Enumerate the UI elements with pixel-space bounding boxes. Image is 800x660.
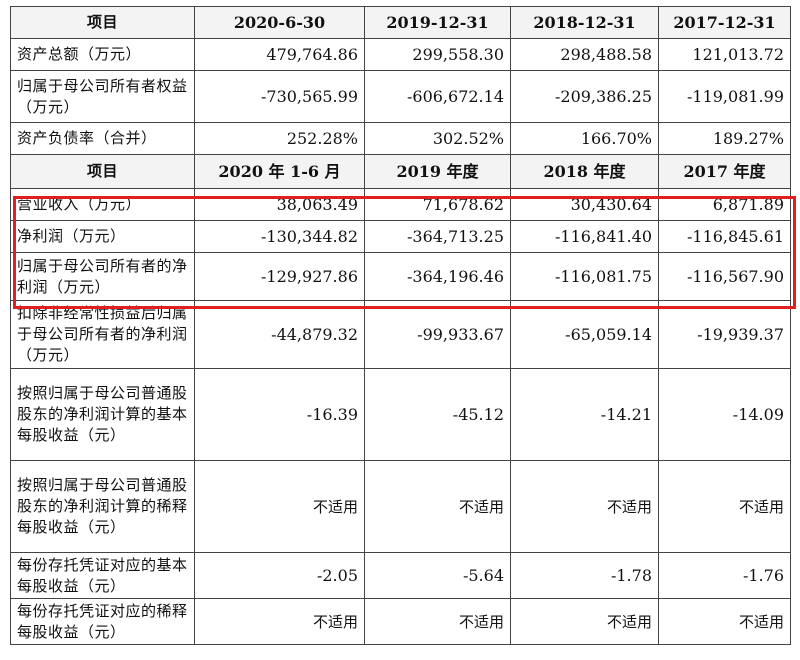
header-cell: 2019 年度: [364, 154, 511, 189]
header-cell: 项目: [10, 154, 195, 189]
table-cell: -5.64: [364, 552, 511, 599]
table-cell: 302.52%: [364, 122, 511, 155]
financial-data-table: 项目 2020-6-30 2019-12-31 2018-12-31 2017-…: [10, 6, 791, 645]
header-cell: 2018 年度: [510, 154, 659, 189]
table-cell: 121,013.72: [658, 38, 791, 71]
table-cell: -2.05: [194, 552, 365, 599]
table-row: 每份存托凭证对应的基本每股收益（元） -2.05 -5.64 -1.78 -1.…: [10, 552, 791, 599]
table-cell: -14.09: [658, 368, 791, 461]
row-label: 营业收入（万元）: [10, 188, 195, 221]
table-cell: -19,939.37: [658, 300, 791, 369]
table-cell: -116,845.61: [658, 220, 791, 253]
table-cell: -116,841.40: [510, 220, 659, 253]
table-cell: -14.21: [510, 368, 659, 461]
row-label: 按照归属于母公司普通股股东的净利润计算的基本每股收益（元）: [10, 368, 195, 461]
table-cell: -129,927.86: [194, 252, 365, 301]
table-cell: -99,933.67: [364, 300, 511, 369]
table-row: 按照归属于母公司普通股股东的净利润计算的基本每股收益（元） -16.39 -45…: [10, 368, 791, 461]
table-cell: 不适用: [658, 460, 791, 553]
table-cell: 不适用: [194, 460, 365, 553]
table-row: 按照归属于母公司普通股股东的净利润计算的稀释每股收益（元） 不适用 不适用 不适…: [10, 460, 791, 553]
table-row: 资产总额（万元） 479,764.86 299,558.30 298,488.5…: [10, 38, 791, 71]
table-cell: 38,063.49: [194, 188, 365, 221]
header-cell: 2020 年 1-6 月: [194, 154, 365, 189]
table-cell: 30,430.64: [510, 188, 659, 221]
table-cell: -209,386.25: [510, 70, 659, 123]
table-cell: 不适用: [658, 598, 791, 645]
table-cell: -130,344.82: [194, 220, 365, 253]
table-cell: 189.27%: [658, 122, 791, 155]
table-cell: -44,879.32: [194, 300, 365, 369]
row-label: 归属于母公司所有者权益（万元）: [10, 70, 195, 123]
table-cell: -1.76: [658, 552, 791, 599]
table-row: 扣除非经常性损益后归属于母公司所有者的净利润（万元） -44,879.32 -9…: [10, 300, 791, 369]
table-row: 归属于母公司所有者的净利润（万元） -129,927.86 -364,196.4…: [10, 252, 791, 301]
row-label: 每份存托凭证对应的稀释每股收益（元）: [10, 598, 195, 645]
table-cell: 不适用: [364, 598, 511, 645]
table-cell: 不适用: [364, 460, 511, 553]
header-cell: 2018-12-31: [510, 6, 659, 39]
table-row: 营业收入（万元） 38,063.49 71,678.62 30,430.64 6…: [10, 188, 791, 221]
header-row-income: 项目 2020 年 1-6 月 2019 年度 2018 年度 2017 年度: [10, 154, 791, 189]
table-row: 资产负债率（合并） 252.28% 302.52% 166.70% 189.27…: [10, 122, 791, 155]
table-cell: 不适用: [510, 460, 659, 553]
table-cell: 6,871.89: [658, 188, 791, 221]
header-cell: 2019-12-31: [364, 6, 511, 39]
table-row: 净利润（万元） -130,344.82 -364,713.25 -116,841…: [10, 220, 791, 253]
row-label: 按照归属于母公司普通股股东的净利润计算的稀释每股收益（元）: [10, 460, 195, 553]
row-label: 每份存托凭证对应的基本每股收益（元）: [10, 552, 195, 599]
table-cell: 252.28%: [194, 122, 365, 155]
table-cell: -1.78: [510, 552, 659, 599]
header-row-balance: 项目 2020-6-30 2019-12-31 2018-12-31 2017-…: [10, 6, 791, 39]
table-cell: -116,567.90: [658, 252, 791, 301]
table-cell: -16.39: [194, 368, 365, 461]
row-label: 扣除非经常性损益后归属于母公司所有者的净利润（万元）: [10, 300, 195, 369]
table-cell: 298,488.58: [510, 38, 659, 71]
header-cell: 2020-6-30: [194, 6, 365, 39]
table-cell: 71,678.62: [364, 188, 511, 221]
table-cell: 不适用: [510, 598, 659, 645]
table-cell: -45.12: [364, 368, 511, 461]
table-cell: 479,764.86: [194, 38, 365, 71]
financial-table-container: 项目 2020-6-30 2019-12-31 2018-12-31 2017-…: [10, 6, 796, 645]
table-cell: -364,713.25: [364, 220, 511, 253]
row-label: 资产负债率（合并）: [10, 122, 195, 155]
table-cell: -65,059.14: [510, 300, 659, 369]
table-cell: -116,081.75: [510, 252, 659, 301]
table-row: 归属于母公司所有者权益（万元） -730,565.99 -606,672.14 …: [10, 70, 791, 123]
table-cell: -119,081.99: [658, 70, 791, 123]
row-label: 归属于母公司所有者的净利润（万元）: [10, 252, 195, 301]
table-cell: -606,672.14: [364, 70, 511, 123]
table-cell: -364,196.46: [364, 252, 511, 301]
table-cell: 299,558.30: [364, 38, 511, 71]
header-cell: 项目: [10, 6, 195, 39]
table-cell: 166.70%: [510, 122, 659, 155]
table-cell: 不适用: [194, 598, 365, 645]
header-cell: 2017-12-31: [658, 6, 791, 39]
table-cell: -730,565.99: [194, 70, 365, 123]
row-label: 净利润（万元）: [10, 220, 195, 253]
row-label: 资产总额（万元）: [10, 38, 195, 71]
table-row: 每份存托凭证对应的稀释每股收益（元） 不适用 不适用 不适用 不适用: [10, 598, 791, 645]
header-cell: 2017 年度: [658, 154, 791, 189]
